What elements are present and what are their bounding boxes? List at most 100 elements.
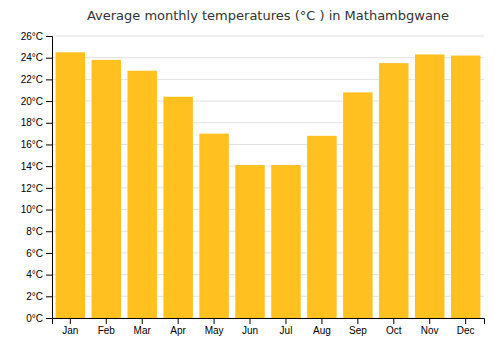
tick-label: 26°C xyxy=(21,31,43,42)
title: Average monthly temperatures (°C ) in Ma… xyxy=(87,8,449,23)
tick-label: Feb xyxy=(98,325,116,336)
tick-mark xyxy=(46,58,52,59)
y-axis: 0°C 2°C 4°C 6°C 8°C 10°C 12°C 14°C 16°C 18°C 20°C 2… xyxy=(21,31,53,324)
bar xyxy=(127,71,156,318)
tick-mark xyxy=(46,318,52,319)
y-tick: 6°C xyxy=(26,248,52,259)
axis-line xyxy=(46,37,53,319)
x-tick: Jul xyxy=(280,318,293,336)
tick-label: 8°C xyxy=(26,226,43,237)
x-tick: Dec xyxy=(457,318,475,336)
tick-mark xyxy=(46,123,52,124)
tick-mark xyxy=(46,253,52,254)
tick-label: Dec xyxy=(457,325,475,336)
tick-label: Aug xyxy=(313,325,331,336)
tick-mark xyxy=(46,144,52,145)
tick-label: 2°C xyxy=(26,291,43,302)
tick-label: 4°C xyxy=(26,269,43,280)
x-tick: Jan xyxy=(62,318,78,336)
tick-label: May xyxy=(205,325,224,336)
y-tick: 10°C xyxy=(21,204,52,215)
chart-container: 0°C 2°C 4°C 6°C 8°C 10°C 12°C 14°C 16°C 18°C 20°C 2… xyxy=(0,0,500,350)
x-tick: Feb xyxy=(98,318,116,336)
bar xyxy=(415,54,444,318)
tick-label: 20°C xyxy=(21,96,43,107)
tick-label: 18°C xyxy=(21,117,43,128)
tick-label: 24°C xyxy=(21,52,43,63)
tick-mark xyxy=(393,318,394,324)
y-tick: 2°C xyxy=(26,291,52,302)
x-tick: Oct xyxy=(386,318,402,336)
tick-label: 10°C xyxy=(21,204,43,215)
tick-mark xyxy=(46,231,52,232)
bar xyxy=(92,60,121,318)
axis-line xyxy=(53,319,485,325)
tick-mark xyxy=(142,318,143,324)
tick-mark xyxy=(46,79,52,80)
bar xyxy=(199,134,228,318)
grid xyxy=(52,36,484,318)
tick-mark xyxy=(46,188,52,189)
chart-svg: 0°C 2°C 4°C 6°C 8°C 10°C 12°C 14°C 16°C 18°C 20°C 2… xyxy=(0,0,500,350)
tick-mark xyxy=(178,318,179,324)
tick-mark xyxy=(214,318,215,324)
y-tick: 14°C xyxy=(21,161,52,172)
tick-label: Jun xyxy=(242,325,258,336)
y-tick: 4°C xyxy=(26,269,52,280)
tick-mark xyxy=(465,318,466,324)
tick-label: 6°C xyxy=(26,248,43,259)
tick-mark xyxy=(46,101,52,102)
x-tick: Jun xyxy=(242,318,258,336)
tick-mark xyxy=(46,166,52,167)
tick-mark xyxy=(250,318,251,324)
tick-mark xyxy=(285,318,286,324)
bar xyxy=(163,97,192,318)
bar xyxy=(235,165,264,318)
y-tick: 26°C xyxy=(21,31,52,42)
tick-label: Nov xyxy=(421,325,439,336)
x-tick: Mar xyxy=(134,318,152,336)
y-tick: 0°C xyxy=(26,313,52,324)
plot-area: 0°C 2°C 4°C 6°C 8°C 10°C 12°C 14°C 16°C 18°C 20°C 2… xyxy=(21,31,485,336)
tick-label: Jan xyxy=(62,325,78,336)
tick-mark xyxy=(46,296,52,297)
y-tick: 12°C xyxy=(21,183,52,194)
x-tick: Aug xyxy=(313,318,331,336)
tick-mark xyxy=(357,318,358,324)
tick-label: Oct xyxy=(386,325,402,336)
tick-label: 0°C xyxy=(26,313,43,324)
bar xyxy=(307,136,336,318)
grid-line xyxy=(52,36,484,37)
y-tick: 24°C xyxy=(21,52,52,63)
bar xyxy=(343,92,372,318)
tick-mark xyxy=(46,210,52,211)
tick-label: 22°C xyxy=(21,74,43,85)
y-tick: 20°C xyxy=(21,96,52,107)
x-tick: Apr xyxy=(170,318,186,336)
tick-mark xyxy=(321,318,322,324)
tick-label: Jul xyxy=(280,325,293,336)
y-tick: 8°C xyxy=(26,226,52,237)
tick-label: Apr xyxy=(170,325,186,336)
tick-mark xyxy=(46,36,52,37)
x-tick: May xyxy=(205,318,224,336)
tick-label: Sep xyxy=(349,325,367,336)
x-tick: Nov xyxy=(421,318,439,336)
tick-mark xyxy=(46,275,52,276)
tick-label: 14°C xyxy=(21,161,43,172)
bar xyxy=(271,165,300,318)
bar xyxy=(451,56,480,318)
tick-mark xyxy=(106,318,107,324)
tick-label: 12°C xyxy=(21,183,43,194)
y-tick: 18°C xyxy=(21,117,52,128)
tick-mark xyxy=(70,318,71,324)
tick-label: 16°C xyxy=(21,139,43,150)
bar xyxy=(379,63,408,318)
y-tick: 22°C xyxy=(21,74,52,85)
bars xyxy=(56,52,481,318)
x-axis: Jan Feb Mar Apr May Jun Jul Aug Sep Oct Nov Dec xyxy=(53,318,485,336)
y-tick: 16°C xyxy=(21,139,52,150)
bar xyxy=(56,52,85,318)
tick-mark xyxy=(429,318,430,324)
tick-label: Mar xyxy=(134,325,152,336)
